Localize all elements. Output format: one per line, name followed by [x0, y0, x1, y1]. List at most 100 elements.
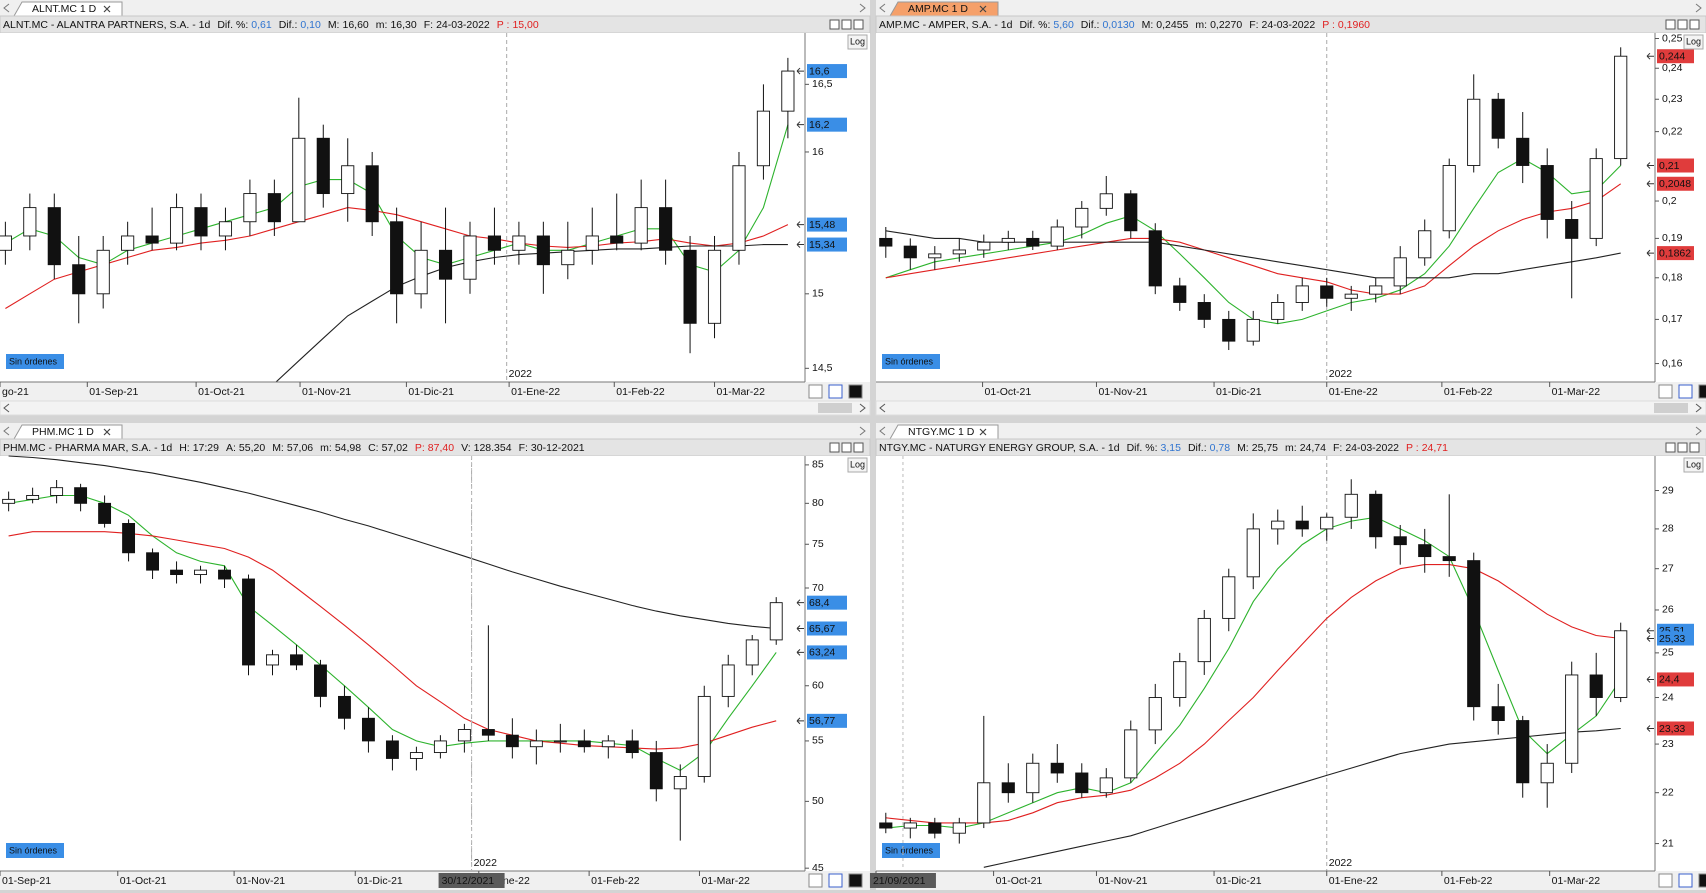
window-button[interactable] — [853, 19, 864, 30]
scroll-right[interactable] — [1695, 403, 1702, 413]
orders-button[interactable] — [882, 354, 940, 369]
candle-body — [1124, 729, 1138, 779]
tab-scroll-left[interactable] — [3, 426, 10, 436]
x-tick-label: 01-Feb-22 — [616, 386, 665, 398]
tool-button[interactable] — [1698, 873, 1706, 888]
x-tick-label: 01-Feb-22 — [591, 875, 640, 887]
window-button[interactable] — [853, 442, 864, 453]
moving-average — [8, 494, 777, 772]
scrollbar[interactable] — [875, 400, 1706, 416]
orders-label[interactable]: Sin órdenes — [9, 845, 58, 855]
tool-button[interactable] — [828, 384, 843, 399]
candle-body — [1099, 777, 1113, 794]
chart-panel: NTGY.MC 1 D NTGY.MC - NATURGY ENERGY GROU… — [869, 423, 1706, 890]
tab-close[interactable] — [103, 428, 111, 436]
tab-scroll-right[interactable] — [1695, 426, 1702, 436]
y-tick-label: 15 — [812, 288, 824, 300]
tab-close[interactable] — [979, 428, 987, 436]
y-tick-label: 16 — [812, 146, 824, 158]
date-axis — [876, 871, 1706, 890]
tool-button[interactable] — [1658, 384, 1673, 399]
scroll-left[interactable] — [3, 403, 10, 413]
tool-button[interactable] — [808, 873, 823, 888]
scrollbar[interactable] — [0, 400, 871, 416]
scroll-left[interactable] — [879, 403, 886, 413]
tab-scroll-right[interactable] — [859, 426, 866, 436]
moving-average — [8, 455, 777, 630]
orders-button[interactable] — [6, 354, 64, 369]
window-button[interactable] — [1677, 19, 1688, 30]
tab-scroll-left[interactable] — [879, 3, 886, 13]
window-button[interactable] — [1665, 19, 1676, 30]
x-tick-label: 01-Nov-21 — [302, 386, 351, 398]
log-button-label[interactable]: Log — [1686, 459, 1701, 469]
moving-average — [8, 531, 777, 750]
candle-body — [553, 740, 567, 743]
candle-body — [977, 782, 991, 824]
window-button[interactable] — [829, 19, 840, 30]
orders-button[interactable] — [882, 843, 940, 858]
window-button[interactable] — [1665, 442, 1676, 453]
tool-button[interactable] — [1678, 873, 1693, 888]
orders-label[interactable]: Sin órdenes — [885, 845, 934, 855]
price-tag-arrow — [1646, 162, 1654, 169]
window-button[interactable] — [841, 442, 852, 453]
orders-label[interactable]: Sin órdenes — [9, 356, 58, 366]
tool-button[interactable] — [1678, 384, 1693, 399]
candle-body — [1516, 137, 1530, 166]
tool-button[interactable] — [1698, 384, 1706, 399]
x-tick-label: go-21 — [2, 386, 29, 398]
candle-body — [707, 249, 722, 324]
field-label: m: — [1195, 19, 1207, 31]
field-value: 0,61 — [251, 19, 272, 31]
x-tick-label: 01-Dic-21 — [1216, 875, 1262, 887]
candle-body — [242, 578, 255, 666]
tab-scroll-left[interactable] — [3, 3, 10, 13]
log-button[interactable] — [847, 34, 868, 50]
price-tag-label: 0,21 — [1659, 160, 1680, 172]
tab-close[interactable] — [979, 5, 987, 13]
tab-scroll-right[interactable] — [859, 3, 866, 13]
scroll-right[interactable] — [859, 403, 866, 413]
log-button-label[interactable]: Log — [1686, 36, 1701, 46]
y-tick-label: 14,5 — [812, 362, 833, 374]
x-tick-label: 01-Nov-21 — [236, 875, 285, 887]
price-tag-arrow — [1646, 180, 1654, 188]
tab-label: AMP.MC 1 D — [908, 3, 968, 15]
field-label: Dif. %: — [217, 19, 248, 31]
tab-scroll-right[interactable] — [1695, 3, 1702, 13]
tab-close[interactable] — [103, 5, 111, 13]
window-button[interactable] — [1677, 442, 1688, 453]
field-label: m: — [320, 442, 332, 454]
tool-button[interactable] — [848, 873, 863, 888]
log-button[interactable] — [1683, 457, 1704, 473]
field-label: V: — [461, 442, 471, 454]
tool-button[interactable] — [808, 384, 823, 399]
window-button[interactable] — [1689, 19, 1700, 30]
log-button-label[interactable]: Log — [850, 459, 865, 469]
price-tag — [1657, 721, 1694, 736]
price-tag-arrow — [796, 717, 804, 725]
tool-button[interactable] — [848, 384, 863, 399]
price-tag-label: 15,34 — [809, 239, 835, 251]
field-value: 30-12-2021 — [531, 442, 585, 454]
scroll-thumb[interactable] — [818, 403, 852, 413]
tab-scroll-left[interactable] — [879, 426, 886, 436]
plot-area — [0, 456, 805, 871]
log-button-label[interactable]: Log — [850, 36, 865, 46]
orders-button[interactable] — [6, 843, 64, 858]
log-button[interactable] — [1683, 34, 1704, 50]
tool-button[interactable] — [1658, 873, 1673, 888]
orders-label[interactable]: Sin órdenes — [885, 356, 934, 366]
candle-body — [1050, 226, 1064, 247]
candle-body — [928, 822, 942, 834]
log-button[interactable] — [847, 457, 868, 473]
candle-body — [409, 752, 423, 759]
window-button[interactable] — [841, 19, 852, 30]
tool-button[interactable] — [828, 873, 843, 888]
candle-body — [1148, 230, 1162, 287]
scroll-thumb[interactable] — [1654, 403, 1688, 413]
window-button[interactable] — [1689, 442, 1700, 453]
window-button[interactable] — [829, 442, 840, 453]
